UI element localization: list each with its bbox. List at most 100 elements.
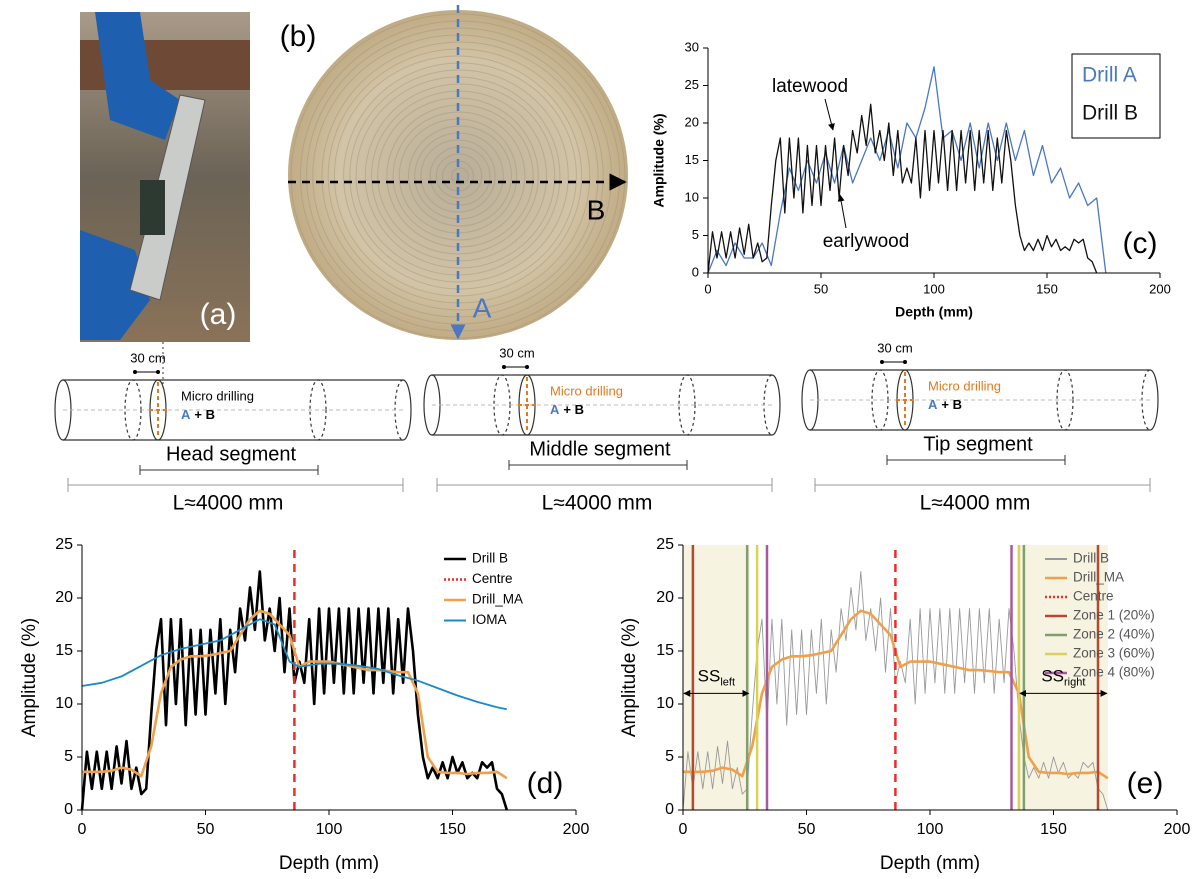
x-tick-label: 150 bbox=[1040, 821, 1067, 838]
x-tick-label: 50 bbox=[798, 821, 816, 838]
annotation-arrow bbox=[824, 98, 835, 131]
x-axis-label: Depth (mm) bbox=[880, 853, 980, 874]
panel-label: (b) bbox=[280, 20, 317, 53]
legend-label: Zone 1 (20%) bbox=[1073, 608, 1155, 623]
x-tick-label: 0 bbox=[679, 821, 688, 838]
annotation-arrow bbox=[837, 194, 847, 229]
annotation: earlywood bbox=[823, 231, 910, 252]
jacket bbox=[95, 12, 180, 140]
series-line bbox=[707, 103, 1098, 274]
panel-label: (a) bbox=[200, 298, 237, 331]
series-line bbox=[755, 545, 1021, 810]
ring bbox=[408, 125, 512, 227]
annotation: latewood bbox=[772, 76, 848, 97]
legend-label: Centre bbox=[1073, 589, 1114, 604]
series-line bbox=[765, 545, 1013, 810]
segment-name: Tip segment bbox=[923, 433, 1033, 455]
legend-label: Drill_MA bbox=[1073, 570, 1124, 585]
offset-dot bbox=[502, 365, 506, 369]
chart: 0 5 10 15 20 25 0 50 100 150 200 Depth (mm) Amplitud… bbox=[619, 536, 1190, 874]
span-label-main: SS bbox=[1041, 667, 1064, 686]
method-label: Micro drilling bbox=[550, 383, 623, 398]
x-tick-label: 100 bbox=[917, 821, 944, 838]
y-tick-label: 15 bbox=[55, 642, 73, 659]
ring bbox=[377, 97, 539, 255]
chart: 0 5 10 15 20 25 0 50 100 150 200 Depth (mm) Amplitud… bbox=[19, 536, 589, 874]
drills-label: A + B bbox=[550, 402, 584, 417]
y-tick-label: 10 bbox=[55, 695, 73, 712]
ring bbox=[349, 69, 569, 283]
x-tick-label: 100 bbox=[923, 281, 945, 296]
ring bbox=[435, 153, 483, 199]
x-tick-label: 50 bbox=[197, 821, 215, 838]
offset-label: 30 cm bbox=[130, 350, 165, 365]
y-tick-label: 30 bbox=[685, 39, 699, 54]
series-line bbox=[745, 545, 1026, 810]
method-label: Micro drilling bbox=[181, 388, 254, 403]
x-axis-label: Depth (mm) bbox=[895, 304, 973, 320]
offset-dot bbox=[880, 360, 884, 364]
offset-label: 30 cm bbox=[499, 345, 534, 360]
legend-label: Drill B bbox=[472, 551, 508, 566]
ring bbox=[333, 55, 583, 297]
y-tick-label: 25 bbox=[685, 77, 699, 92]
ring bbox=[386, 104, 534, 248]
y-tick-label: 0 bbox=[64, 801, 73, 818]
offset-dot bbox=[525, 365, 529, 369]
drill-a: A bbox=[181, 407, 191, 422]
panel-label: (e) bbox=[1127, 767, 1164, 800]
segment-diagram: 30 cm Micro drilling A + B Tip segment L≈4000… bbox=[801, 340, 1159, 515]
legend-label: Drill A bbox=[1082, 64, 1137, 87]
panel-label: (d) bbox=[527, 767, 564, 800]
segment-name: Head segment bbox=[166, 443, 297, 465]
ring bbox=[321, 41, 599, 311]
y-tick-label: 0 bbox=[692, 264, 699, 279]
legend-label: Drill B bbox=[1082, 102, 1138, 125]
x-tick-label: 150 bbox=[1036, 281, 1058, 296]
y-tick-label: 15 bbox=[656, 642, 674, 659]
segment-bracket bbox=[139, 465, 319, 475]
series-line bbox=[81, 618, 507, 711]
drill-a: A bbox=[928, 397, 938, 412]
drill-b: + B bbox=[563, 402, 584, 417]
y-tick-label: 20 bbox=[685, 114, 699, 129]
y-tick-label: 15 bbox=[685, 152, 699, 167]
ring bbox=[451, 167, 469, 185]
drills-label: A + B bbox=[181, 407, 215, 422]
length-dimension bbox=[436, 478, 773, 492]
series-line bbox=[691, 545, 1100, 810]
ring bbox=[429, 146, 491, 206]
y-axis-label: Amplitude (%) bbox=[19, 618, 40, 737]
y-tick-label: 5 bbox=[64, 748, 73, 765]
cylinder-body bbox=[63, 379, 403, 441]
length-label: L≈4000 mm bbox=[542, 492, 653, 515]
y-tick-label: 5 bbox=[665, 748, 674, 765]
cylinder-end bbox=[771, 374, 781, 436]
length-dimension bbox=[67, 478, 404, 492]
ring bbox=[392, 111, 526, 241]
drill-b: + B bbox=[194, 407, 215, 422]
drills-label: A + B bbox=[928, 397, 962, 412]
x-tick-label: 200 bbox=[1164, 821, 1191, 838]
legend-label: Zone 4 (80%) bbox=[1073, 665, 1155, 680]
offset-label: 30 cm bbox=[877, 340, 912, 355]
y-tick-label: 5 bbox=[692, 227, 699, 242]
legend-label: Drill_MA bbox=[472, 592, 523, 607]
cylinder-end bbox=[402, 379, 412, 441]
legend-label: Centre bbox=[472, 571, 513, 586]
legend-label: IOMA bbox=[472, 612, 507, 627]
segment-bracket bbox=[886, 455, 1066, 465]
span-label: SSleft bbox=[698, 667, 735, 688]
legend-label: Drill B bbox=[1073, 551, 1109, 566]
x-tick-label: 0 bbox=[704, 281, 711, 296]
length-dimension bbox=[814, 478, 1151, 492]
y-tick-label: 20 bbox=[656, 589, 674, 606]
x-tick-label: 0 bbox=[78, 821, 87, 838]
offset-dot bbox=[133, 370, 137, 374]
legend-frame bbox=[1071, 53, 1161, 139]
length-label: L≈4000 mm bbox=[173, 492, 284, 515]
